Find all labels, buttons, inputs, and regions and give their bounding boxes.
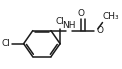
Text: O: O	[77, 9, 84, 18]
Text: Cl: Cl	[1, 39, 10, 48]
Text: NH: NH	[62, 20, 76, 30]
Text: Cl: Cl	[56, 17, 65, 26]
Text: O: O	[97, 26, 104, 35]
Text: CH₃: CH₃	[103, 12, 120, 21]
